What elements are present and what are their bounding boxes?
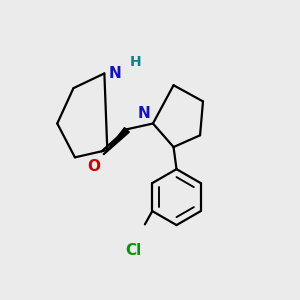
Polygon shape (107, 128, 128, 150)
Text: H: H (129, 55, 141, 69)
Text: Cl: Cl (126, 243, 142, 258)
Text: N: N (109, 66, 122, 81)
Text: N: N (137, 106, 150, 121)
Text: O: O (88, 159, 100, 174)
